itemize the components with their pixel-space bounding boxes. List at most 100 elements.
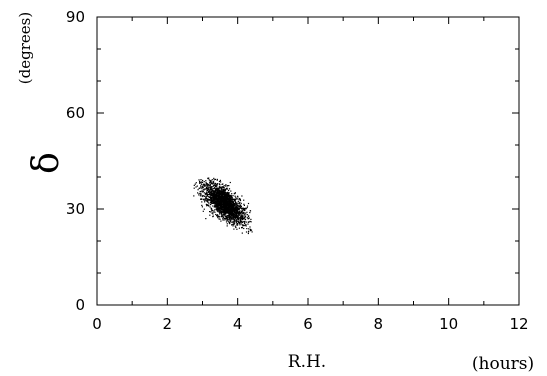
data-point xyxy=(203,183,205,185)
data-point xyxy=(201,190,203,192)
data-point xyxy=(212,199,215,202)
data-point xyxy=(227,197,229,199)
data-point xyxy=(251,231,253,233)
data-point xyxy=(218,211,220,213)
data-point xyxy=(212,181,214,183)
data-point xyxy=(226,185,228,187)
data-point xyxy=(241,208,244,210)
data-point xyxy=(221,192,224,194)
data-point xyxy=(205,218,207,220)
data-point xyxy=(205,200,207,202)
data-point xyxy=(203,198,205,201)
data-point xyxy=(237,220,239,222)
data-point xyxy=(229,195,231,197)
data-point xyxy=(207,185,209,187)
data-point xyxy=(232,198,234,200)
data-point xyxy=(230,197,232,199)
data-point xyxy=(204,201,206,203)
data-point xyxy=(227,204,229,207)
data-point xyxy=(243,204,245,206)
data-point xyxy=(215,193,217,196)
data-point xyxy=(213,196,215,198)
data-point xyxy=(206,195,208,197)
data-point xyxy=(220,212,222,214)
data-point xyxy=(231,223,233,226)
data-point xyxy=(234,225,236,227)
data-point xyxy=(221,191,223,193)
data-point xyxy=(223,211,225,213)
data-point xyxy=(236,208,238,210)
data-point xyxy=(240,223,242,225)
data-point xyxy=(208,190,210,192)
data-point xyxy=(222,187,224,189)
data-point xyxy=(210,201,212,204)
data-point xyxy=(216,205,218,207)
data-point xyxy=(198,187,200,189)
data-point xyxy=(226,209,228,211)
data-point xyxy=(249,226,251,228)
data-point xyxy=(235,221,237,223)
data-point xyxy=(218,180,221,183)
data-point xyxy=(206,204,208,206)
data-point xyxy=(214,191,216,193)
data-point xyxy=(239,207,242,209)
data-point xyxy=(213,182,215,184)
data-point xyxy=(209,187,212,189)
data-point xyxy=(246,217,248,219)
data-point xyxy=(244,221,246,223)
data-point xyxy=(220,208,222,210)
data-point xyxy=(235,208,237,210)
data-point xyxy=(218,190,220,192)
data-point xyxy=(238,214,240,216)
data-point xyxy=(220,220,222,222)
data-point xyxy=(218,187,220,190)
data-point xyxy=(240,220,242,222)
data-point xyxy=(221,206,223,208)
data-point xyxy=(241,216,243,218)
data-point xyxy=(242,224,244,226)
data-point xyxy=(249,210,251,212)
data-point xyxy=(242,218,244,220)
data-point xyxy=(224,189,226,191)
data-point xyxy=(244,222,246,225)
data-point xyxy=(215,207,217,209)
data-point xyxy=(245,231,248,233)
data-point xyxy=(248,218,250,220)
data-point xyxy=(213,202,215,204)
data-point xyxy=(222,219,224,221)
data-point xyxy=(222,211,224,213)
data-point xyxy=(229,202,232,204)
data-point xyxy=(234,216,236,218)
data-point xyxy=(207,189,209,191)
data-point xyxy=(219,192,221,194)
data-point xyxy=(216,210,218,212)
data-point xyxy=(218,205,220,207)
data-point xyxy=(206,194,208,196)
data-point xyxy=(228,197,230,199)
data-point xyxy=(231,199,233,201)
data-point xyxy=(222,215,224,217)
data-point xyxy=(207,193,209,196)
data-point xyxy=(202,189,204,191)
data-point xyxy=(217,195,219,197)
data-point xyxy=(205,192,207,194)
data-point xyxy=(200,183,203,185)
data-point xyxy=(235,222,238,224)
data-point xyxy=(232,213,234,215)
data-point xyxy=(225,213,227,215)
data-point xyxy=(222,218,224,220)
data-point xyxy=(230,194,232,197)
data-point xyxy=(217,188,219,190)
data-point xyxy=(235,201,237,203)
data-point xyxy=(234,223,236,225)
data-point xyxy=(210,179,212,182)
data-point xyxy=(225,202,227,204)
data-point xyxy=(213,210,215,212)
data-point xyxy=(236,220,238,222)
data-point xyxy=(237,207,239,209)
data-point xyxy=(234,192,236,194)
data-point xyxy=(241,210,243,213)
data-point xyxy=(222,189,224,192)
data-point xyxy=(231,219,233,221)
data-point xyxy=(206,188,208,190)
